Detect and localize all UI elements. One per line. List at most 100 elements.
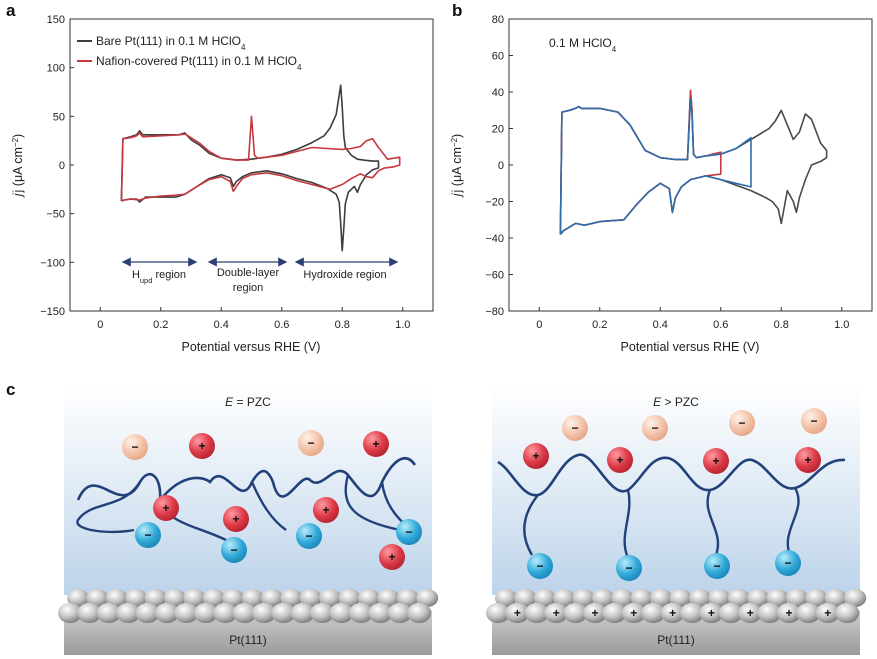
ion-charge-sign: −	[536, 559, 543, 573]
cation	[379, 544, 405, 570]
series-line-1	[559, 89, 722, 235]
chart-a-ylabel: jj (μA cm−2)	[11, 134, 26, 198]
pt-atom-back	[261, 589, 283, 607]
pt-atom	[310, 603, 335, 623]
anion	[122, 434, 148, 460]
pt-atom	[116, 603, 141, 623]
y-tick-label: −20	[485, 197, 504, 209]
ion-charge-sign: −	[230, 543, 237, 557]
pt-atom-back	[319, 589, 342, 607]
y-tick-label: −60	[485, 270, 504, 282]
cation	[607, 447, 633, 473]
chart-b-annotation: 0.1 M HClO4	[549, 36, 617, 54]
pt-atom	[718, 603, 743, 623]
anion	[729, 410, 755, 436]
pt-atom	[407, 603, 432, 623]
pt-atom	[563, 603, 588, 623]
y-tick-label: 0	[498, 160, 504, 172]
y-tick-label: 40	[492, 87, 504, 99]
pt-atom-back	[144, 589, 167, 607]
pt-atom-back	[824, 589, 847, 607]
chart-b-ticks: 0 0.2 0.4 0.6 0.8 1.0 −80 −60 −40 −20 0 20 40 60 80	[485, 14, 849, 331]
y-tick-label: −50	[46, 209, 65, 221]
ion-charge-sign: −	[307, 436, 314, 450]
nafion-sidechain	[250, 481, 287, 531]
pt-atom	[796, 603, 821, 623]
pt-atom	[387, 603, 412, 623]
pt-atoms-left	[58, 589, 439, 623]
pt-atom-back	[377, 589, 400, 607]
pt-atom-back	[630, 589, 653, 607]
series-line-2	[559, 98, 752, 235]
pt-atom-back	[164, 589, 186, 607]
y-tick-label: 150	[47, 14, 65, 26]
x-tick-label: 0.4	[214, 319, 229, 331]
condition-label-right: E > PZC	[653, 395, 699, 409]
ion-charge-sign: −	[131, 440, 138, 454]
cation	[523, 443, 549, 469]
chart-a: 0 0.2 0.4 0.6 0.8 1.0 −150 −100 −50 0 50 100 150 Pot…	[11, 14, 434, 354]
pt-atom	[602, 603, 627, 623]
x-tick-label: 0.8	[335, 319, 350, 331]
double-layer-region-label-line1: Double-layer	[217, 267, 280, 279]
condition-label-left: E = PZC	[225, 395, 271, 409]
pt-atom	[738, 603, 763, 623]
nafion-sidechain	[786, 487, 800, 556]
nafion-backbone-left	[76, 457, 417, 505]
pt-atom	[96, 603, 121, 623]
ion-charge-sign: +	[322, 503, 329, 517]
chart-a-legend: Bare Pt(111) in 0.1 M HClO4 Nafion-cover…	[77, 34, 302, 72]
pt-atom-back	[338, 589, 361, 607]
y-tick-label: 20	[492, 124, 504, 136]
anion	[298, 430, 324, 456]
chart-b-ylabel: jj (μA cm−2)	[450, 134, 465, 198]
pt-atom-back	[280, 589, 303, 607]
pt-atom-back	[805, 589, 828, 607]
region-annotations: Hupd region Double-layer region Hydroxid…	[121, 257, 399, 294]
pt-atom	[505, 603, 530, 623]
pt-atom-back	[514, 589, 537, 607]
legend-label-nafion: Nafion-covered Pt(111) in 0.1 M HClO4	[96, 54, 302, 72]
y-tick-label: −80	[485, 306, 504, 318]
y-tick-label: 50	[53, 111, 65, 123]
hupd-region-label: Hupd region	[132, 269, 186, 285]
ion-charge-sign: +	[532, 449, 539, 463]
ion-charge-sign: −	[144, 528, 151, 542]
pt-atom	[544, 603, 569, 623]
pt-atom	[641, 603, 666, 623]
anion	[704, 553, 730, 579]
surface-charge-sign: +	[591, 606, 598, 620]
anion	[296, 523, 322, 549]
pt-atom-back	[125, 589, 148, 607]
ion-charge-sign: −	[713, 559, 720, 573]
cation	[189, 433, 215, 459]
series-line-1	[120, 115, 401, 202]
anion	[616, 555, 642, 581]
pt-atom-back	[299, 589, 322, 607]
ion-charge-sign: −	[625, 561, 632, 575]
pt-atom	[77, 603, 102, 623]
schematic-left: Pt(111) E = PZC − + − ++++−−− −+	[58, 385, 439, 655]
chart-a-xlabel: Potential versus RHE (V)	[182, 340, 321, 354]
pt-atom	[349, 603, 373, 623]
series-line-0	[559, 91, 828, 235]
pt-atom-back	[611, 589, 634, 607]
surface-charge-sign: +	[669, 606, 676, 620]
ion-charge-sign: +	[804, 453, 811, 467]
ion-charge-sign: +	[232, 512, 239, 526]
pt-atom-back	[572, 589, 595, 607]
schematic-right: + + + + + + + + + Pt(111) E > PZC − − − − + + + + − − − −	[486, 385, 867, 655]
pt-atom-back	[747, 589, 770, 607]
pt-atom-back	[396, 589, 419, 607]
pt-atom	[699, 603, 724, 623]
double-layer-region-label-line2: region	[233, 282, 264, 294]
ion-charge-sign: +	[372, 437, 379, 451]
x-tick-label: 0	[536, 319, 542, 331]
pt-atom	[213, 603, 238, 623]
cation	[795, 447, 821, 473]
pt-atom	[232, 603, 257, 623]
pt-atom-back	[727, 589, 750, 607]
y-tick-label: −150	[40, 306, 65, 318]
pt-atom	[660, 603, 685, 623]
y-tick-label: −40	[485, 233, 504, 245]
